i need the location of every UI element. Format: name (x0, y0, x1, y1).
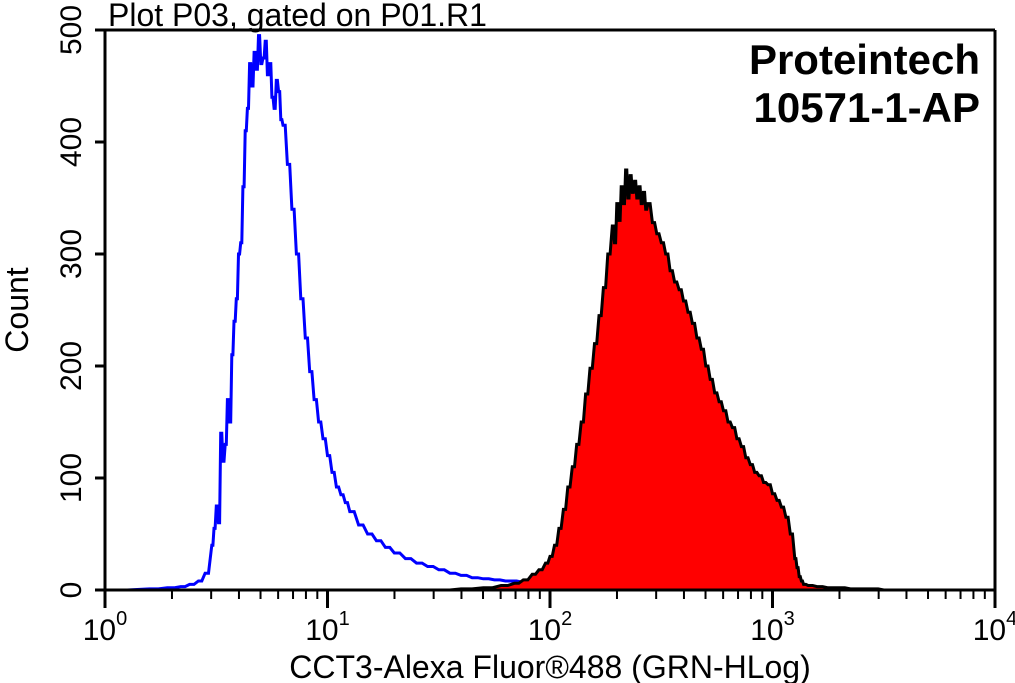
y-tick-label: 0 (55, 582, 88, 599)
brand-line1: Proteintech (749, 36, 980, 83)
y-tick-label: 300 (55, 229, 88, 279)
y-tick-label: 400 (55, 117, 88, 167)
x-axis-label: CCT3-Alexa Fluor®488 (GRN-HLog) (289, 649, 811, 683)
plot-title: Plot P03, gated on P01.R1 (108, 0, 487, 33)
y-tick-label: 100 (55, 453, 88, 503)
y-tick-label: 500 (55, 5, 88, 55)
brand-line2: 10571-1-AP (754, 84, 980, 131)
chart-svg: 0100200300400500Count100101102103104CCT3… (0, 0, 1015, 683)
flow-cytometry-histogram: { "canvas": { "width": 1015, "height": 6… (0, 0, 1015, 683)
y-tick-label: 200 (55, 341, 88, 391)
y-axis-label: Count (0, 267, 35, 353)
